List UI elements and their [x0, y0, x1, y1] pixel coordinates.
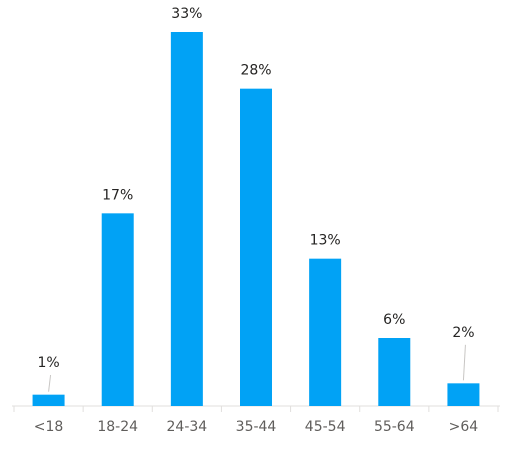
data-label: 6% [383, 312, 405, 328]
bar [170, 32, 203, 406]
leader-line [48, 374, 52, 392]
bar [101, 213, 134, 406]
x-tick-label: 45-54 [305, 419, 346, 435]
x-tick-label: 55-64 [374, 419, 415, 435]
x-tick-label: <18 [34, 419, 64, 435]
data-label: 28% [240, 63, 271, 79]
x-tick-label: 24-34 [167, 419, 208, 435]
data-label: 33% [171, 6, 202, 22]
data-label: 13% [310, 233, 341, 249]
data-label: 1% [37, 355, 59, 371]
bar [32, 394, 65, 406]
x-tick-label: 18-24 [97, 419, 138, 435]
data-label: 17% [102, 187, 133, 203]
bar [378, 338, 411, 406]
leader-line [462, 344, 466, 381]
x-tick-label: >64 [449, 419, 479, 435]
bar [447, 383, 480, 406]
bar [309, 258, 342, 406]
data-label: 2% [452, 325, 474, 341]
bar [240, 88, 272, 407]
x-tick-label: 35-44 [236, 419, 277, 435]
